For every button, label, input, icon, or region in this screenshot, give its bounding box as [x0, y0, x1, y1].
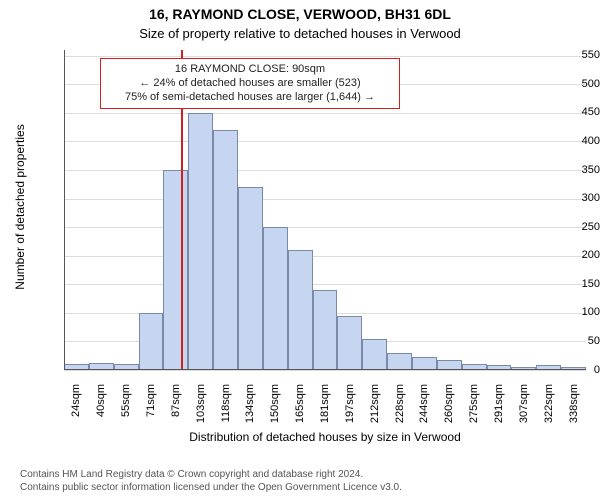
histogram-bar: [288, 250, 313, 370]
chart-title-sub: Size of property relative to detached ho…: [0, 26, 600, 41]
x-tick-label: 212sqm: [369, 384, 381, 434]
info-box-line: 16 RAYMOND CLOSE: 90sqm: [109, 63, 391, 77]
histogram-bar: [188, 113, 213, 370]
y-tick-label: 500: [544, 78, 600, 90]
y-tick-label: 200: [544, 249, 600, 261]
histogram-bar: [337, 316, 362, 370]
histogram-bar: [163, 170, 188, 370]
x-tick-label: 338sqm: [568, 384, 580, 434]
y-tick-label: 450: [544, 106, 600, 118]
y-tick-label: 100: [544, 306, 600, 318]
x-tick-label: 228sqm: [394, 384, 406, 434]
x-tick-label: 275sqm: [468, 384, 480, 434]
histogram-bar: [139, 313, 164, 370]
y-tick-label: 400: [544, 135, 600, 147]
footer-line: Contains HM Land Registry data © Crown c…: [20, 469, 402, 482]
grid-line: [64, 256, 586, 257]
y-axis-line: [64, 50, 65, 370]
histogram-bar: [263, 227, 288, 370]
x-tick-label: 150sqm: [269, 384, 281, 434]
histogram-bar: [313, 290, 338, 370]
footer-line: Contains public sector information licen…: [20, 482, 402, 495]
x-tick-label: 197sqm: [344, 384, 356, 434]
x-tick-label: 260sqm: [443, 384, 455, 434]
histogram-bar: [362, 339, 387, 370]
y-tick-label: 0: [544, 364, 600, 376]
grid-line: [64, 141, 586, 142]
copyright-footer: Contains HM Land Registry data © Crown c…: [20, 469, 402, 494]
x-tick-label: 291sqm: [493, 384, 505, 434]
info-box-line: ← 24% of detached houses are smaller (52…: [109, 77, 391, 91]
y-tick-label: 350: [544, 164, 600, 176]
grid-line: [64, 284, 586, 285]
info-box-line: 75% of semi-detached houses are larger (…: [109, 91, 391, 105]
x-axis-line: [64, 369, 586, 370]
chart-title-main: 16, RAYMOND CLOSE, VERWOOD, BH31 6DL: [0, 6, 600, 22]
y-tick-label: 150: [544, 278, 600, 290]
x-tick-label: 118sqm: [220, 384, 232, 434]
histogram-bar: [213, 130, 238, 370]
x-tick-label: 87sqm: [170, 384, 182, 434]
histogram-bar: [387, 353, 412, 370]
grid-line: [64, 170, 586, 171]
y-tick-label: 300: [544, 192, 600, 204]
x-tick-label: 103sqm: [195, 384, 207, 434]
grid-line: [64, 370, 586, 371]
grid-line: [64, 199, 586, 200]
grid-line: [64, 113, 586, 114]
x-tick-label: 307sqm: [518, 384, 530, 434]
x-tick-label: 165sqm: [294, 384, 306, 434]
property-size-histogram: 16, RAYMOND CLOSE, VERWOOD, BH31 6DL Siz…: [0, 0, 600, 500]
x-tick-label: 134sqm: [244, 384, 256, 434]
x-tick-label: 181sqm: [319, 384, 331, 434]
grid-line: [64, 227, 586, 228]
y-tick-label: 250: [544, 221, 600, 233]
x-tick-label: 322sqm: [543, 384, 555, 434]
histogram-bar: [238, 187, 263, 370]
x-tick-label: 244sqm: [418, 384, 430, 434]
reference-info-box: 16 RAYMOND CLOSE: 90sqm← 24% of detached…: [100, 58, 400, 109]
y-axis-label: Number of detached properties: [13, 117, 27, 297]
x-tick-label: 24sqm: [70, 384, 82, 434]
x-tick-label: 71sqm: [145, 384, 157, 434]
y-tick-label: 50: [544, 335, 600, 347]
grid-line: [64, 56, 586, 57]
x-tick-label: 55sqm: [120, 384, 132, 434]
x-tick-label: 40sqm: [95, 384, 107, 434]
y-tick-label: 550: [544, 49, 600, 61]
